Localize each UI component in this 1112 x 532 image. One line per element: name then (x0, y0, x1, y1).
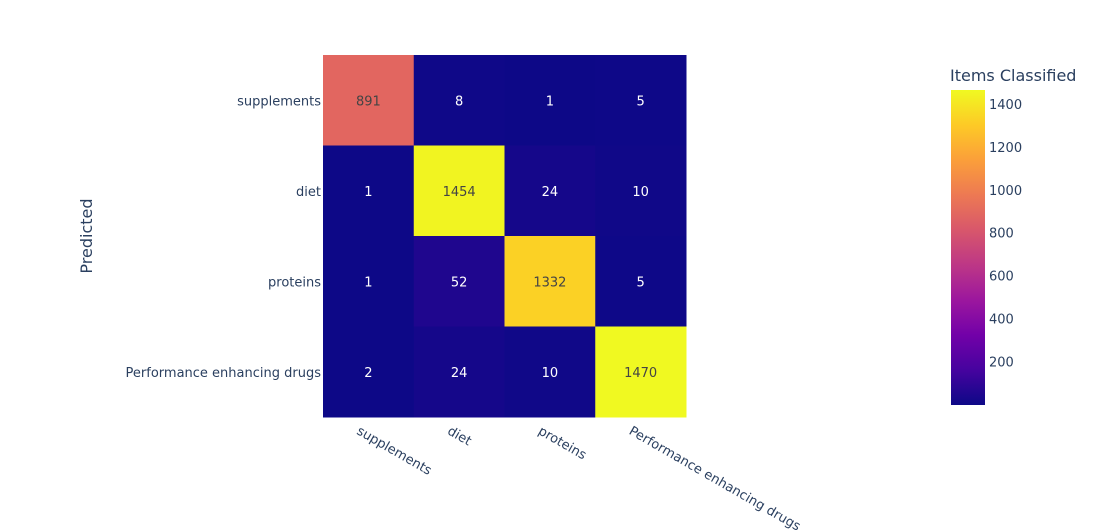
colorbar-title: Items Classified (950, 66, 1076, 85)
colorbar-gradient (951, 90, 985, 405)
colorbar-ticks: 200 400 600 800 1000 1200 1400 (989, 98, 1022, 370)
colorbar-tick-label: 600 (989, 270, 1014, 285)
heatmap-cell (323, 236, 415, 327)
colorbar-tick-label: 1200 (989, 141, 1022, 156)
y-axis-ticks: supplements diet proteins Performance enhan… (126, 94, 322, 381)
cell-value-label: 24 (451, 366, 468, 381)
y-axis-title: Predicted (77, 198, 96, 273)
heatmap-cell (595, 145, 687, 237)
cell-value-label: 1470 (624, 366, 657, 381)
cell-value-label: 1454 (443, 185, 476, 200)
cell-value-label: 52 (451, 275, 468, 290)
x-tick-label: diet (445, 424, 474, 449)
heatmap-cell (504, 326, 596, 418)
y-tick-label: proteins (268, 275, 321, 290)
x-tick-label: Performance enhancing drugs (626, 424, 803, 532)
heatmap-cell (595, 236, 687, 327)
heatmap-cell (323, 145, 415, 237)
y-tick-label: supplements (237, 94, 321, 109)
heatmap-cell-labels: 891 8 1 51 1454 24 101 52 1332 52 24 10 1470 (356, 94, 657, 381)
x-tick-label: proteins (535, 424, 589, 464)
cell-value-label: 1 (364, 275, 372, 290)
heatmap-cell (323, 55, 415, 146)
cell-value-label: 8 (455, 94, 463, 109)
cell-value-label: 1332 (533, 275, 566, 290)
heatmap-cell (323, 326, 415, 418)
cell-value-label: 5 (636, 94, 644, 109)
heatmap-cell (413, 326, 505, 418)
colorbar-tick-label: 800 (989, 227, 1014, 242)
x-tick-label: supplements (354, 424, 434, 479)
heatmap-cell (595, 55, 687, 146)
y-tick-label: Performance enhancing drugs (126, 366, 322, 381)
colorbar: Items Classified 200 400 600 800 1000 1200 140… (950, 66, 1076, 405)
heatmap-cell (413, 55, 505, 146)
colorbar-tick-label: 1400 (989, 98, 1022, 113)
y-tick-label: diet (296, 185, 321, 200)
heatmap-cell (504, 236, 596, 327)
colorbar-tick-label: 400 (989, 312, 1014, 327)
heatmap-cells (323, 55, 687, 418)
cell-value-label: 5 (636, 275, 644, 290)
heatmap-cell (413, 236, 505, 327)
cell-value-label: 2 (364, 366, 372, 381)
colorbar-tick-label: 200 (989, 355, 1014, 370)
cell-value-label: 10 (632, 185, 649, 200)
colorbar-tick-label: 1000 (989, 184, 1022, 199)
cell-value-label: 10 (542, 366, 559, 381)
cell-value-label: 891 (356, 94, 381, 109)
heatmap-cell (413, 145, 505, 237)
heatmap-cell (595, 326, 687, 418)
heatmap-cell (504, 55, 596, 146)
cell-value-label: 1 (364, 185, 372, 200)
heatmap-cell (504, 145, 596, 237)
cell-value-label: 1 (546, 94, 554, 109)
x-axis-ticks: supplements diet proteins Performance enhan… (354, 424, 803, 532)
cell-value-label: 24 (542, 185, 559, 200)
